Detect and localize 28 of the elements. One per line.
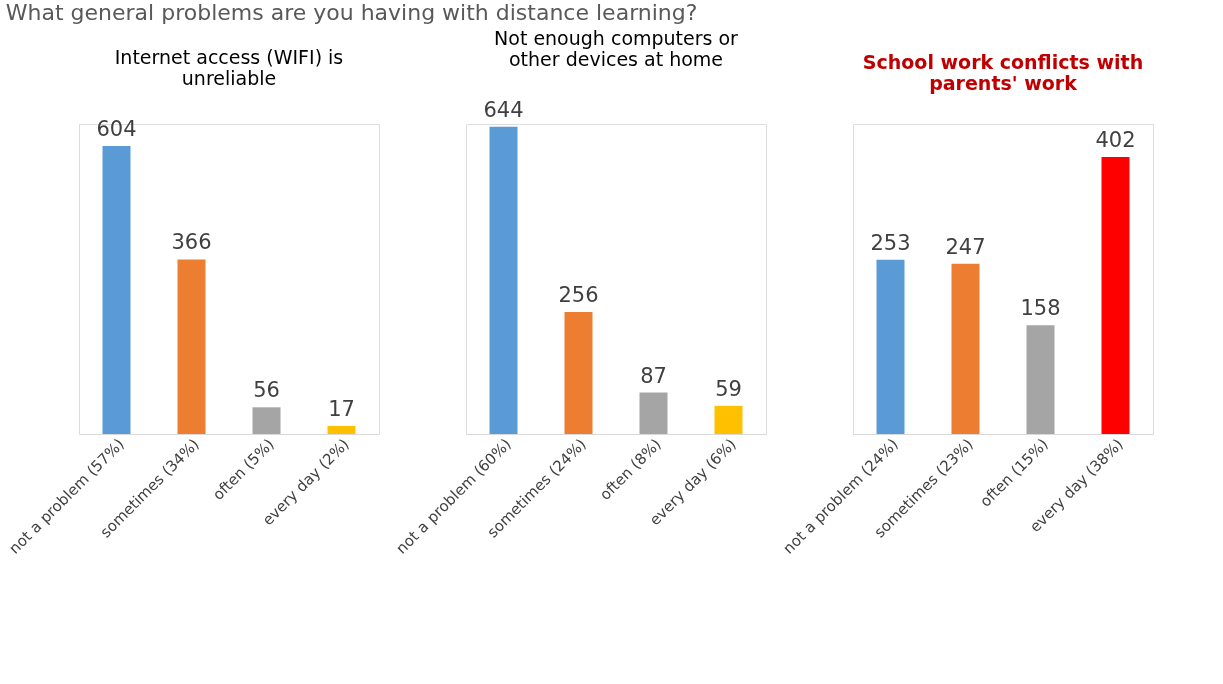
bar — [876, 259, 905, 434]
text: What general problems are you having with distance learning? — [5, 0, 698, 26]
bar — [177, 259, 206, 434]
data-label: 247 — [945, 234, 986, 259]
data-label: 366 — [171, 230, 212, 255]
bar — [327, 425, 356, 434]
data-label: 56 — [253, 378, 280, 403]
data-label: 402 — [1095, 128, 1136, 153]
bar — [564, 311, 593, 434]
chart-title: Internet access (WIFI) is unreliable — [114, 45, 344, 89]
bar — [639, 392, 668, 434]
bar — [714, 405, 743, 434]
data-label: 256 — [558, 282, 599, 307]
bar — [102, 145, 131, 434]
chart-title: Not enough computers or other devices at home — [494, 26, 739, 70]
data-label: 158 — [1020, 296, 1061, 321]
chart-title: School work conflicts with parents' work — [862, 51, 1144, 94]
data-label: 253 — [870, 230, 911, 255]
data-label: 17 — [328, 396, 355, 421]
data-label: 59 — [715, 376, 742, 401]
bar — [489, 126, 518, 434]
bar — [252, 407, 281, 434]
bar — [951, 263, 980, 434]
data-label: 87 — [640, 363, 667, 388]
bar — [1026, 325, 1055, 434]
data-label: 604 — [96, 116, 137, 141]
data-label: 644 — [483, 97, 524, 122]
bar — [1101, 157, 1130, 434]
